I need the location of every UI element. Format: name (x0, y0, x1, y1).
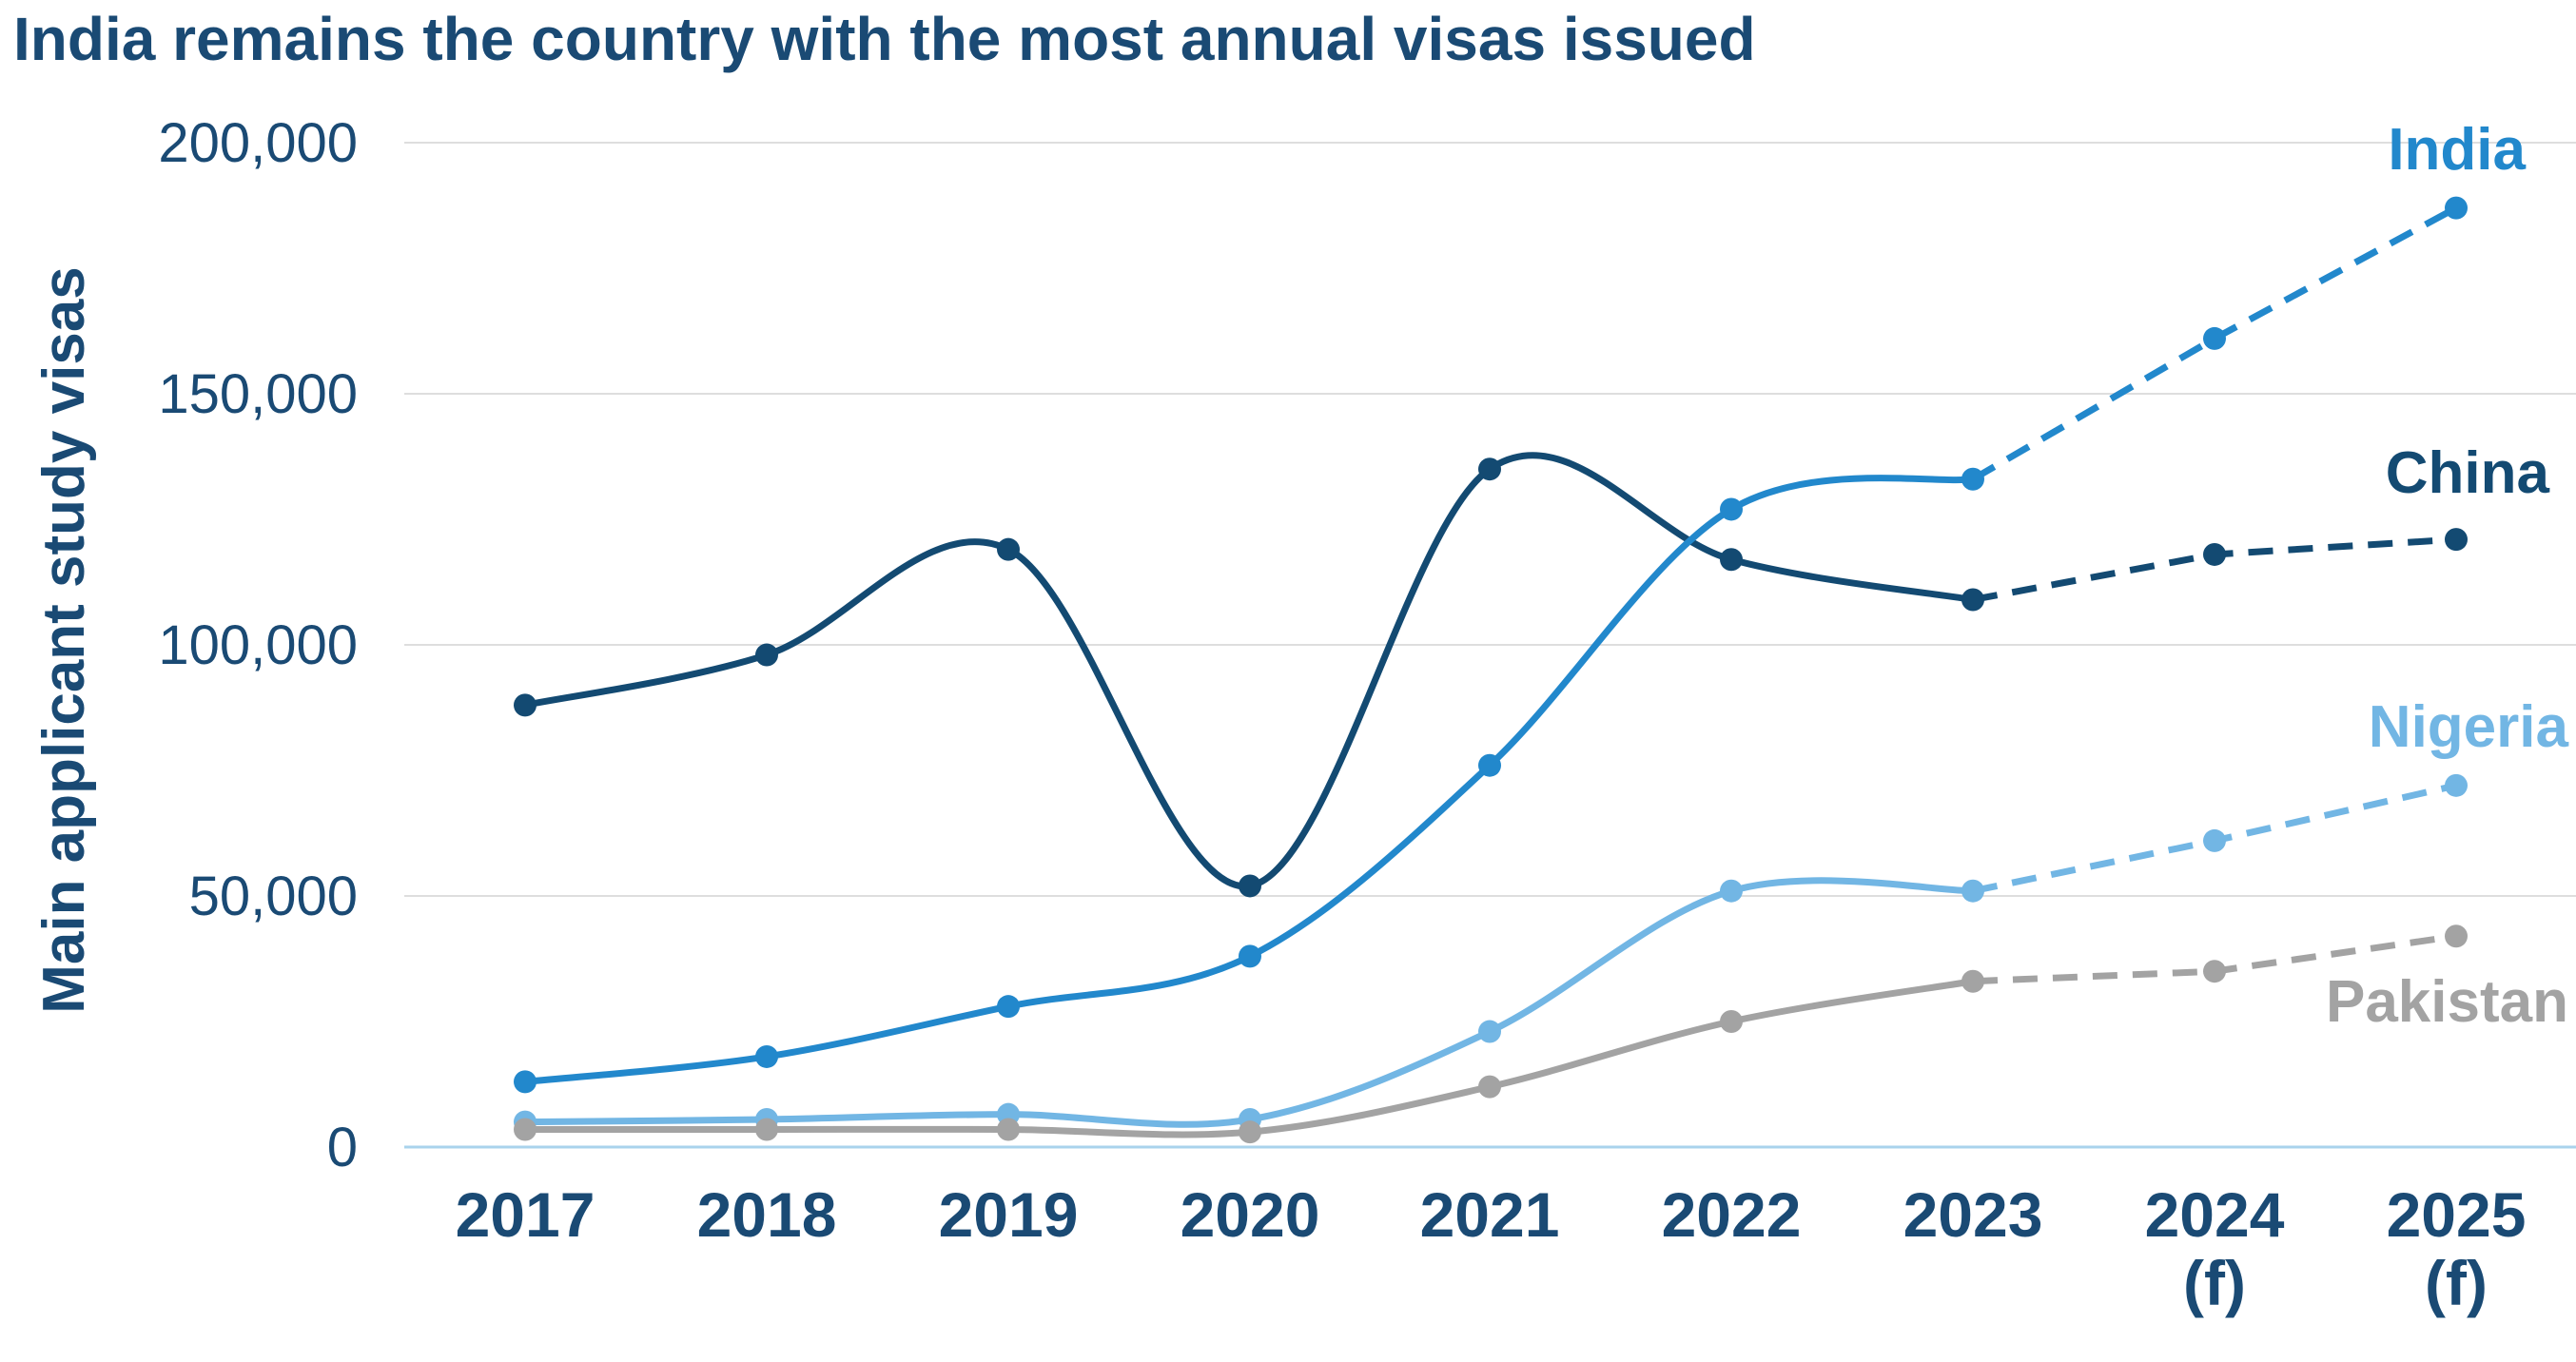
nigeria-data-point (1720, 879, 1743, 903)
china-data-point (1239, 874, 1261, 898)
y-tick-label: 0 (327, 1117, 358, 1178)
y-axis-ticks: 0 50,000 100,000 150,000 200,000 (158, 112, 358, 1178)
nigeria-data-point (1478, 1020, 1501, 1043)
china-data-point (997, 537, 1020, 561)
india-data-point (1478, 753, 1501, 777)
india-series-label: India (2388, 117, 2526, 183)
x-tick-label: 2017 (456, 1179, 595, 1250)
y-tick-label: 100,000 (158, 614, 358, 676)
series-lines (521, 204, 2458, 1138)
china-data-point (1961, 588, 1984, 612)
x-tick-label: 2020 (1181, 1179, 1320, 1250)
pakistan-data-point (997, 1118, 1020, 1141)
x-tick-label: 2022 (1662, 1179, 1802, 1250)
data-points (514, 196, 2468, 1144)
nigeria-actual-line (521, 877, 1977, 1128)
china-data-point (1478, 457, 1501, 481)
china-data-point (755, 643, 778, 667)
pakistan-data-point (1239, 1120, 1261, 1144)
india-forecast-line (1971, 204, 2458, 482)
x-tick-label: 2023 (1903, 1179, 2043, 1250)
india-data-point (1961, 467, 1984, 491)
india-data-point (1239, 944, 1261, 968)
pakistan-data-point (2445, 924, 2468, 948)
china-actual-line (521, 452, 1977, 889)
y-axis-label: Main applicant study visas (31, 266, 97, 1014)
series-labels: China India Nigeria Pakistan (2326, 117, 2569, 1035)
gridlines (404, 142, 2576, 1149)
chart-title: India remains the country with the most … (13, 5, 1756, 73)
x-tick-label: 2019 (939, 1179, 1079, 1250)
india-data-point (2203, 326, 2226, 350)
pakistan-data-point (755, 1118, 778, 1141)
pakistan-series-label: Pakistan (2326, 969, 2568, 1035)
nigeria-series-label: Nigeria (2369, 694, 2569, 760)
china-data-point (2445, 528, 2468, 552)
x-tick-label: 2018 (697, 1179, 837, 1250)
china-data-point (2203, 542, 2226, 566)
china-data-point (1720, 548, 1743, 572)
y-tick-label: 150,000 (158, 363, 358, 425)
nigeria-data-point (1961, 879, 1984, 903)
pakistan-data-point (1478, 1075, 1501, 1099)
x-tick-label: 2024 (f) (2145, 1179, 2285, 1318)
nigeria-data-point (2203, 828, 2226, 852)
china-data-point (514, 693, 537, 717)
china-series-label: China (2386, 440, 2550, 506)
y-tick-label: 50,000 (189, 866, 358, 927)
pakistan-data-point (2203, 960, 2226, 983)
india-data-point (997, 995, 1020, 1019)
india-data-point (1720, 497, 1743, 521)
y-tick-label: 200,000 (158, 112, 358, 174)
pakistan-data-point (514, 1118, 537, 1141)
india-data-point (2445, 196, 2468, 220)
nigeria-data-point (2445, 773, 2468, 797)
x-tick-label: 2025 (f) (2387, 1179, 2527, 1318)
x-axis-ticks: 2017 2018 2019 2020 2021 2022 2023 2024 (f) 2025(… (456, 1179, 2527, 1318)
pakistan-data-point (1720, 1010, 1743, 1033)
x-tick-label: 2021 (1420, 1179, 1560, 1250)
india-data-point (755, 1044, 778, 1068)
india-data-point (514, 1070, 537, 1094)
pakistan-data-point (1961, 969, 1984, 993)
